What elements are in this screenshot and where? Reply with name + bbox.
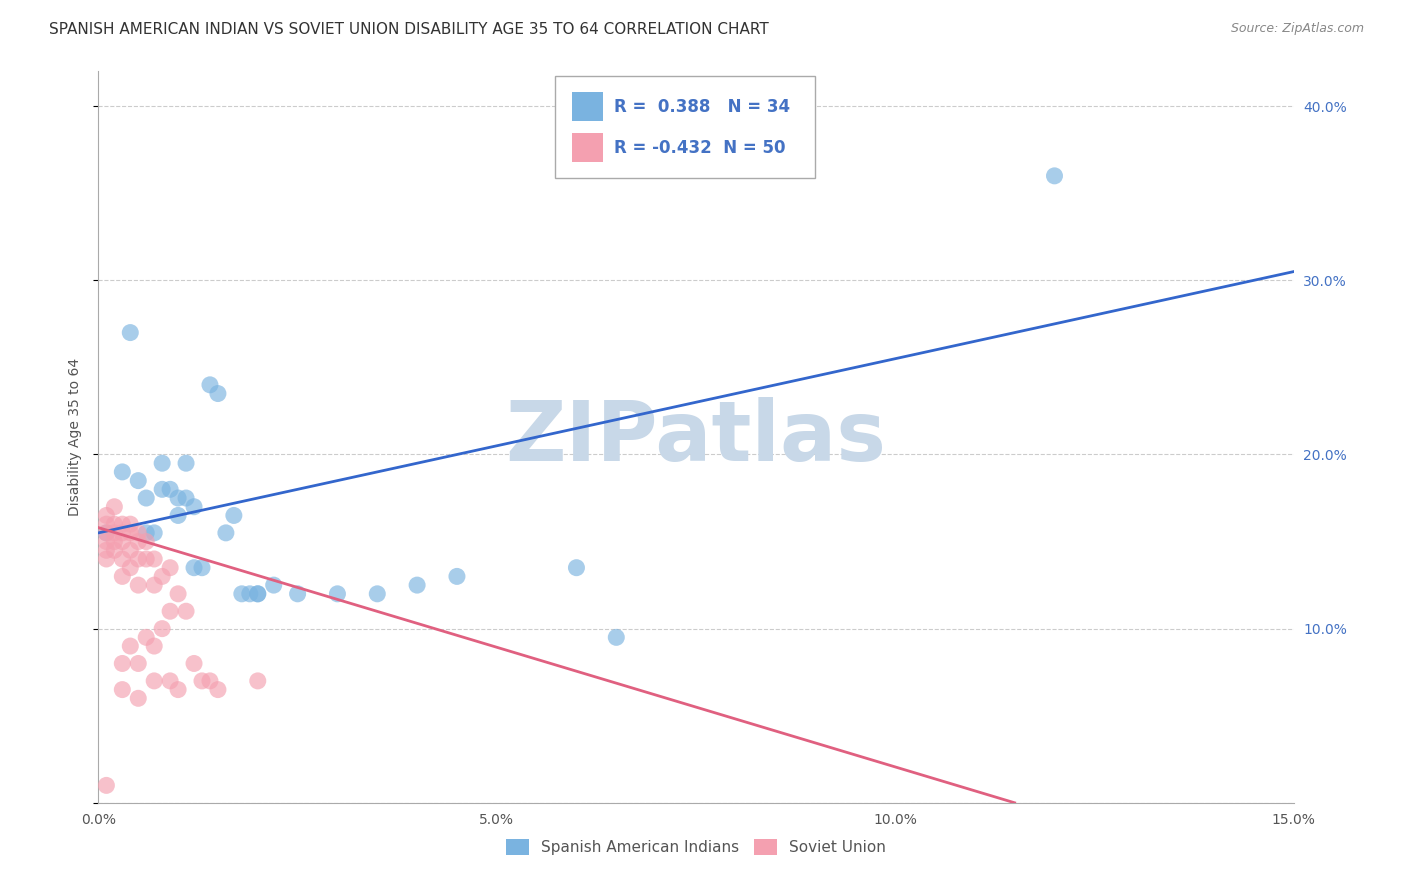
Point [120,543,142,558]
Text: ZIPatlas: ZIPatlas [506,397,886,477]
Point [127,691,149,706]
Point [174,456,197,470]
Point [143,525,166,540]
Point [159,483,181,497]
Point [120,639,142,653]
Point [207,682,229,697]
Point [150,456,173,470]
Point [222,508,245,523]
Point [135,491,157,505]
Point [103,525,125,540]
Point [1043,169,1066,183]
Point [135,534,157,549]
Point [96,543,118,558]
Text: Source: ZipAtlas.com: Source: ZipAtlas.com [1230,22,1364,36]
Point [183,500,205,514]
Point [96,525,118,540]
Point [103,500,125,514]
Point [159,673,181,688]
Point [191,560,214,574]
Point [198,673,221,688]
Point [246,587,269,601]
Point [111,552,134,566]
Point [167,491,190,505]
Point [143,639,166,653]
Point [127,552,149,566]
Point [111,525,134,540]
Point [103,543,125,558]
Point [231,587,253,601]
Point [167,508,190,523]
Point [263,578,285,592]
Point [167,587,190,601]
Y-axis label: Disability Age 35 to 64: Disability Age 35 to 64 [69,358,83,516]
Point [135,552,157,566]
Point [287,587,309,601]
Point [150,569,173,583]
Point [120,326,142,340]
Point [127,525,149,540]
Point [246,587,269,601]
Point [96,778,118,792]
Point [150,483,173,497]
Point [111,657,134,671]
Point [96,552,118,566]
Point [191,673,214,688]
Point [183,560,205,574]
Point [120,525,142,540]
Point [120,560,142,574]
Legend: Spanish American Indians, Soviet Union: Spanish American Indians, Soviet Union [499,833,893,861]
Point [120,517,142,532]
Point [215,525,238,540]
Point [111,569,134,583]
Point [127,534,149,549]
Point [246,673,269,688]
Text: R =  0.388   N = 34: R = 0.388 N = 34 [614,97,790,116]
Point [143,673,166,688]
Point [198,377,221,392]
Point [174,491,197,505]
Point [127,657,149,671]
Point [96,517,118,532]
Point [96,534,118,549]
Point [326,587,349,601]
Point [167,682,190,697]
Point [96,508,118,523]
Point [143,552,166,566]
Point [135,631,157,645]
Text: SPANISH AMERICAN INDIAN VS SOVIET UNION DISABILITY AGE 35 TO 64 CORRELATION CHAR: SPANISH AMERICAN INDIAN VS SOVIET UNION … [49,22,769,37]
Point [239,587,262,601]
Point [111,517,134,532]
Point [103,534,125,549]
Point [127,474,149,488]
Point [111,534,134,549]
Point [96,525,118,540]
Point [150,622,173,636]
Text: R = -0.432  N = 50: R = -0.432 N = 50 [614,138,786,157]
Point [207,386,229,401]
Point [135,525,157,540]
Point [406,578,429,592]
Point [127,578,149,592]
Point [103,517,125,532]
Point [366,587,388,601]
Point [159,560,181,574]
Point [143,578,166,592]
Point [111,682,134,697]
Point [174,604,197,618]
Point [111,465,134,479]
Point [159,604,181,618]
Point [446,569,468,583]
Point [565,560,588,574]
Point [183,657,205,671]
Point [605,631,627,645]
